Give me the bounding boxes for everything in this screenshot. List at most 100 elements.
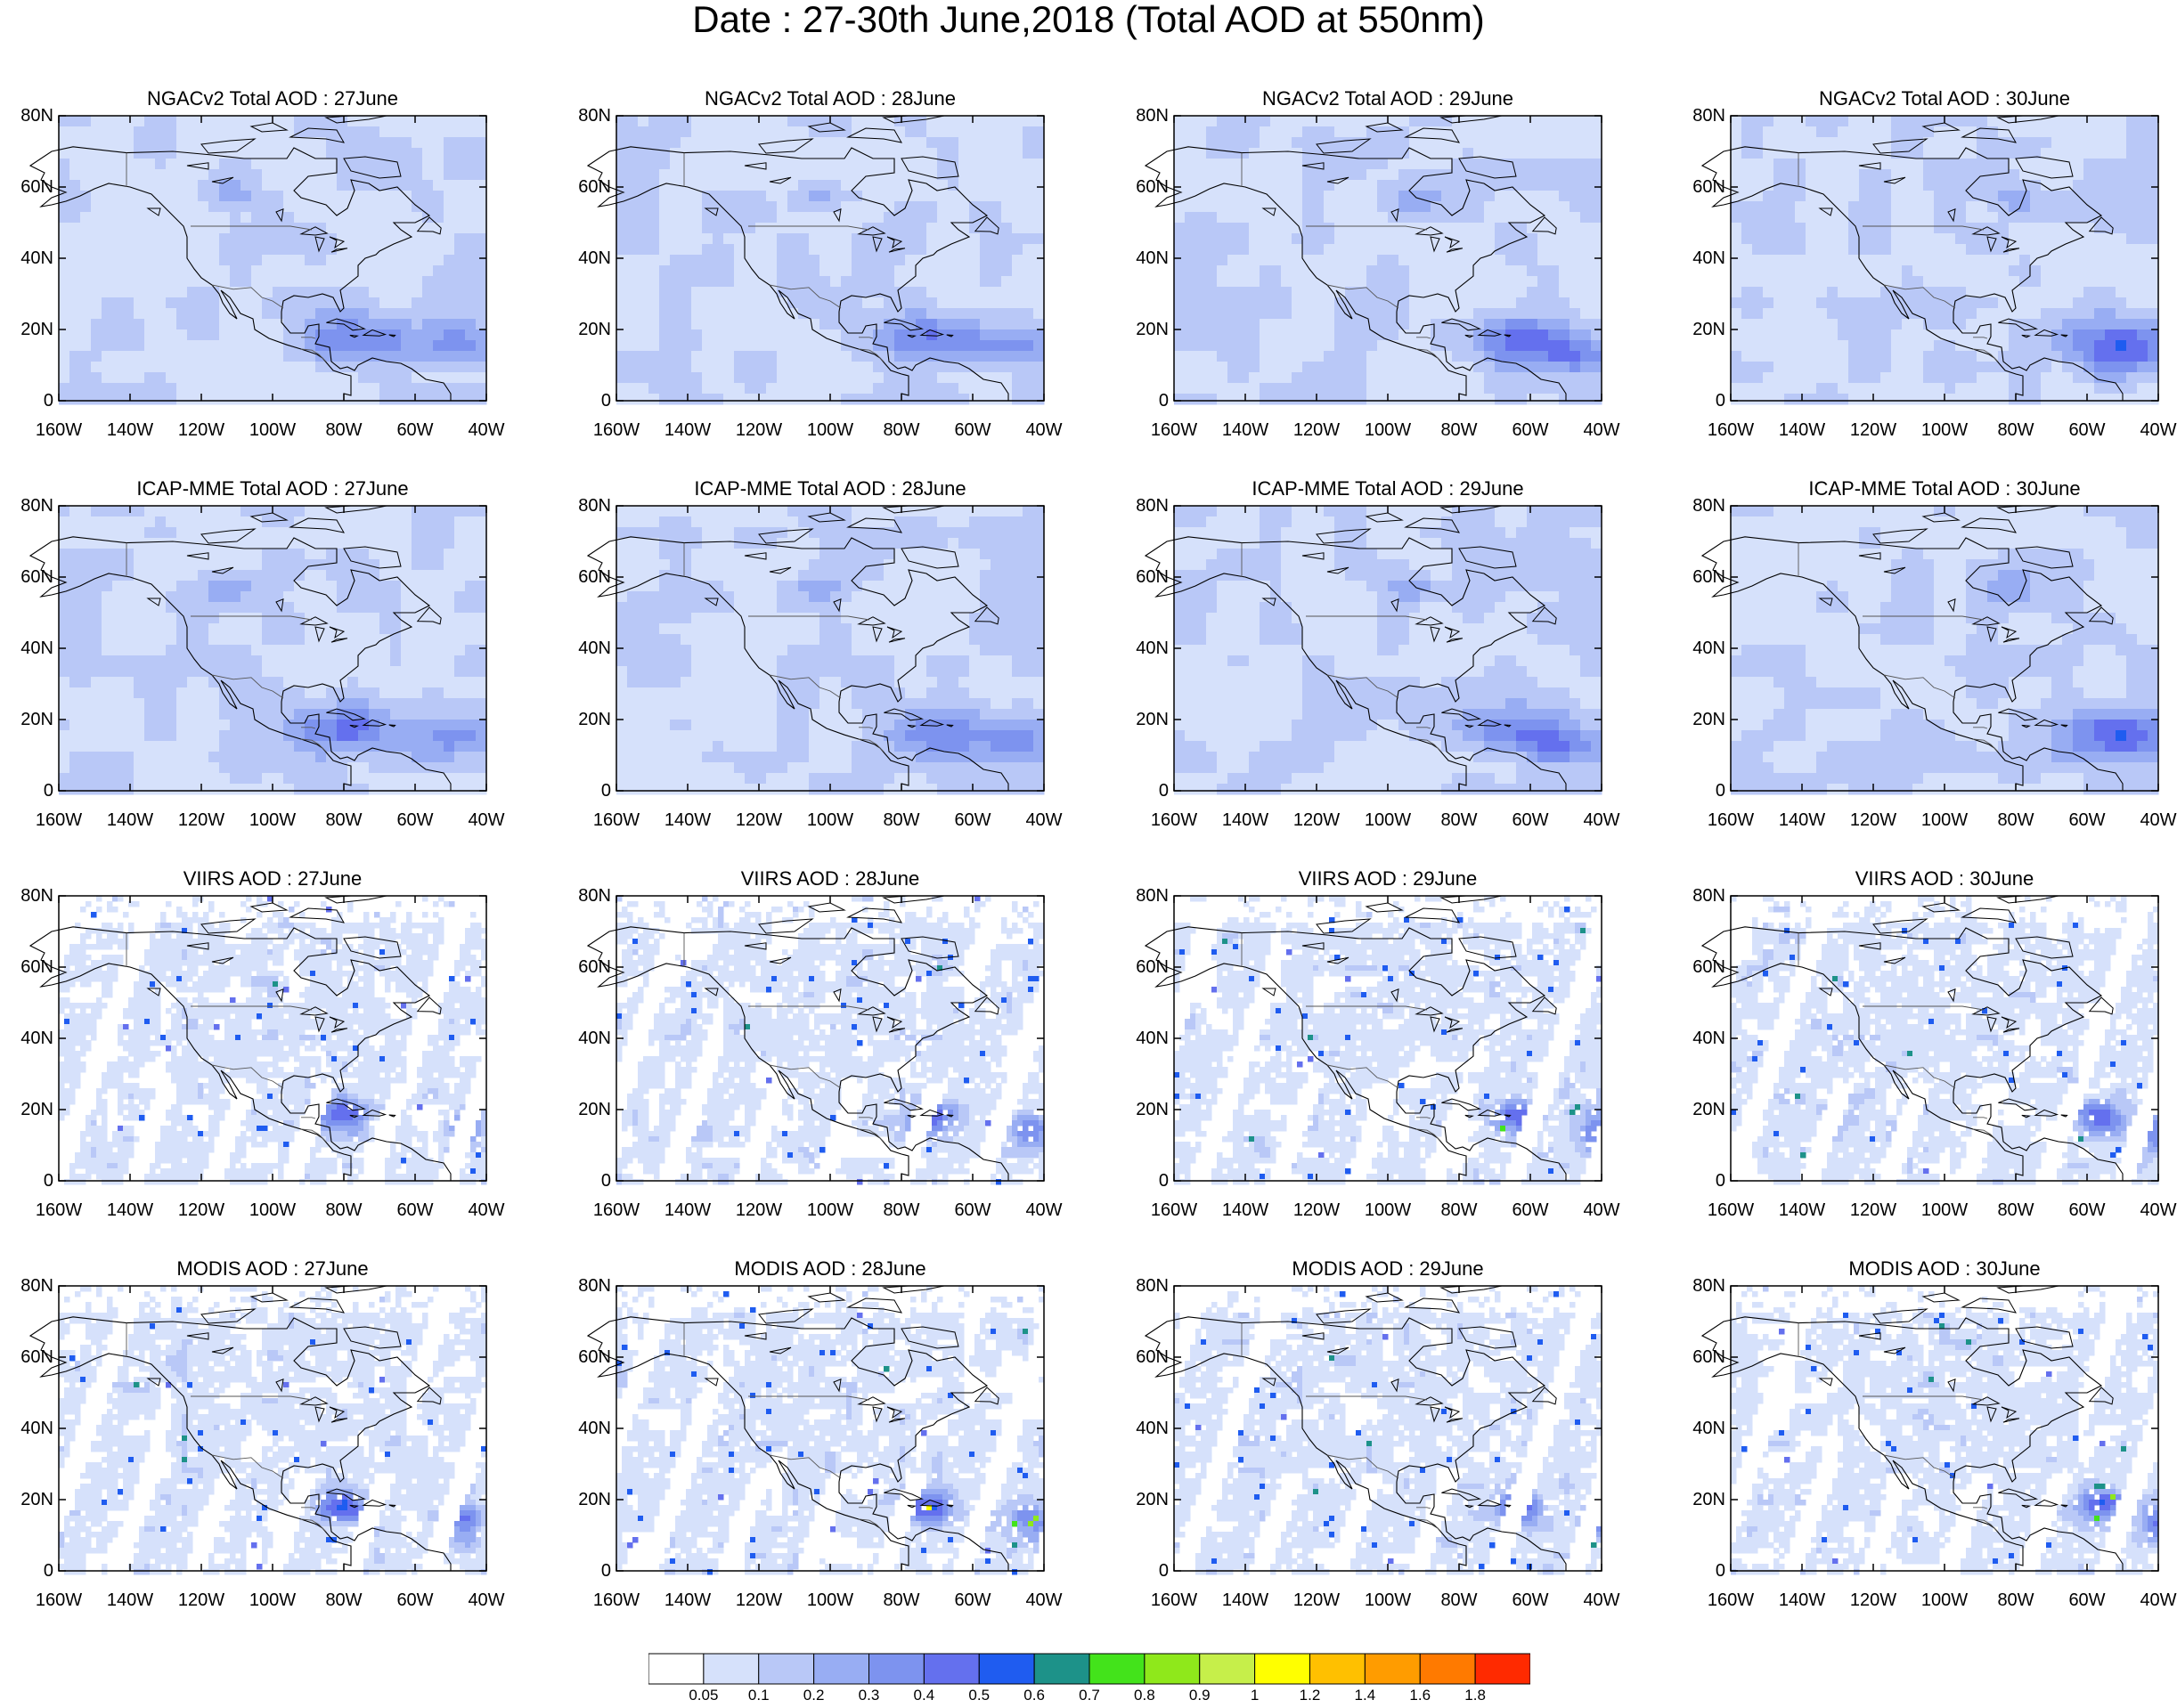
coastline-segment [330, 248, 348, 253]
lat-tick-label: 60N [1119, 957, 1169, 977]
coastline-segment [901, 1326, 959, 1349]
coastline [1144, 146, 1567, 402]
colorbar-tick-label: 1.6 [1398, 1687, 1442, 1704]
coastline-segment [1458, 1326, 1517, 1349]
coastline-segment [744, 1332, 767, 1340]
lat-tick-label: 20N [561, 1100, 611, 1119]
coastline-segment [1365, 902, 1404, 913]
coastline-segment [1458, 936, 1517, 959]
panel-title-ngacv2-total-aod-2: NGACv2 Total AOD : 28June [581, 87, 1080, 110]
lon-tick-label: 80W [1428, 810, 1490, 830]
colorbar-swatch [1474, 1653, 1530, 1685]
coastline-segment [888, 248, 906, 253]
aod-map-icap-mme-total-aod-3 [1144, 505, 1602, 795]
coastline-segment [2015, 546, 2074, 569]
lon-tick-label: 60W [1499, 1590, 1561, 1610]
coastline-segment [704, 988, 719, 996]
coastline-segment [200, 528, 257, 544]
lat-tick-label: 40N [561, 638, 611, 658]
coastline-segment [1446, 1028, 1464, 1033]
aod-colorbar [648, 1653, 1530, 1685]
political-border [211, 284, 284, 309]
lon-tick-label: 40W [2127, 420, 2177, 440]
colorbar-tick-label: 0.1 [737, 1687, 781, 1704]
coastline-segment [1961, 127, 2017, 143]
lon-tick-label: 120W [1842, 420, 1904, 440]
coastline-segment [186, 552, 209, 560]
lat-tick-label: 60N [1119, 177, 1169, 197]
coastline-segment [1872, 1308, 1928, 1324]
colorbar-swatch [1088, 1653, 1146, 1685]
coastline-segment [888, 638, 906, 643]
coastline-segment [1261, 1378, 1276, 1387]
coastline-segment [1390, 988, 1399, 1003]
coastline-segment [1858, 162, 1881, 170]
coastline-segment [1458, 546, 1517, 569]
lon-tick-label: 160W [585, 810, 648, 830]
coastline-segment [1458, 156, 1517, 179]
lat-tick-label: 0 [561, 1561, 611, 1581]
lon-tick-label: 100W [1913, 1590, 1976, 1610]
panel-title-ngacv2-total-aod-1: NGACv2 Total AOD : 27June [23, 87, 522, 110]
coastline-segment [1446, 638, 1464, 643]
coastline-segment [1477, 329, 1503, 337]
political-border [1416, 1507, 1431, 1509]
coastline-segment [807, 1292, 846, 1303]
coastline-segment [2060, 1114, 2068, 1118]
colorbar-tick-label: 0.8 [1122, 1687, 1167, 1704]
lon-tick-label: 80W [1428, 1200, 1490, 1220]
lon-tick-label: 120W [170, 1590, 232, 1610]
lon-tick-label: 160W [585, 1200, 648, 1220]
coastline-segment [211, 566, 234, 574]
lon-tick-label: 60W [2056, 1200, 2118, 1220]
colorbar-swatch [978, 1653, 1035, 1685]
lon-tick-label: 120W [1285, 1200, 1348, 1220]
political-border [769, 284, 842, 309]
coastline-segment [362, 1109, 387, 1117]
lon-tick-label: 100W [241, 420, 304, 440]
coastline-segment [769, 1346, 792, 1354]
lat-tick-label: 0 [4, 391, 53, 411]
aod-map-viirs-aod-3 [1144, 895, 1602, 1185]
coastline-segment [2088, 1387, 2114, 1405]
coastline-segment [974, 606, 999, 625]
lon-tick-label: 160W [1700, 420, 1762, 440]
lon-tick-label: 100W [1357, 420, 1419, 440]
coastline [586, 536, 1009, 792]
coastline-segment [1872, 138, 1928, 154]
coastline-segment [1404, 127, 1460, 143]
political-border [769, 1454, 842, 1479]
lon-tick-label: 100W [1913, 810, 1976, 830]
political-border [1415, 1128, 1442, 1143]
political-border [748, 1005, 870, 1011]
coastline-segment [744, 552, 767, 560]
political-border [191, 1395, 313, 1401]
aod-field [616, 506, 1045, 795]
coastline-segment [769, 176, 792, 184]
lat-tick-label: 0 [561, 391, 611, 411]
coastline-segment [886, 626, 903, 639]
lat-tick-label: 60N [4, 957, 53, 977]
lat-tick-label: 0 [1119, 781, 1169, 801]
lat-tick-label: 60N [561, 567, 611, 587]
coastline-segment [362, 719, 387, 727]
coastline-segment [326, 1488, 367, 1501]
lon-tick-label: 60W [1499, 1200, 1561, 1220]
political-border [211, 1064, 284, 1089]
lon-tick-label: 140W [1771, 420, 1833, 440]
lon-tick-label: 60W [384, 1590, 446, 1610]
coastline-segment [872, 236, 883, 253]
coastline-segment [704, 207, 719, 216]
political-border [300, 1518, 327, 1533]
political-border [1306, 1395, 1428, 1401]
aod-field [1174, 116, 1602, 405]
coastline-segment [2088, 606, 2114, 625]
colorbar-swatch [1419, 1653, 1476, 1685]
lon-tick-label: 80W [870, 810, 933, 830]
lat-tick-label: 40N [561, 248, 611, 268]
coastline-segment [329, 1016, 346, 1029]
coastline-segment [1365, 512, 1404, 523]
colorbar-tick-label: 0.4 [901, 1687, 946, 1704]
lon-tick-label: 160W [28, 420, 90, 440]
panel-title-icap-mme-total-aod-3: ICAP-MME Total AOD : 29June [1138, 477, 1637, 500]
